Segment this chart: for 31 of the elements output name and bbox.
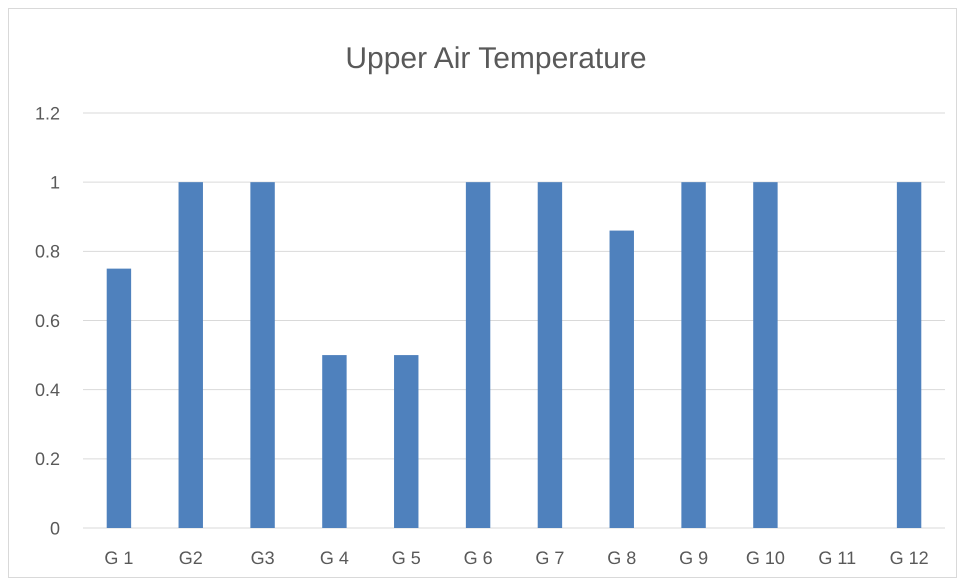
y-tick-label: 0.4 (34, 380, 60, 400)
bar (538, 182, 562, 528)
y-tick-label: 0.2 (34, 449, 60, 470)
chart-title: Upper Air Temperature (345, 42, 647, 75)
y-tick-label: 1 (50, 172, 60, 192)
x-tick-label: G 6 (464, 548, 493, 568)
y-tick-label: 0.6 (34, 310, 60, 331)
x-tick-label: G 11 (818, 548, 856, 568)
x-tick-label: G 4 (320, 548, 349, 568)
bar (322, 355, 347, 528)
bar (466, 182, 490, 528)
bar (178, 182, 203, 528)
bar (106, 268, 132, 528)
x-tick-label: G 8 (607, 548, 636, 568)
x-tick-label: G2 (178, 548, 203, 568)
y-tick-label: 0.8 (34, 242, 60, 262)
x-tick-label: G 7 (535, 548, 564, 568)
bar (896, 182, 922, 528)
y-tick-label: 0 (50, 518, 60, 538)
x-tick-label: G 12 (890, 548, 929, 568)
bar (394, 355, 418, 528)
x-tick-label: G3 (250, 548, 275, 568)
x-tick-label: G 10 (746, 548, 785, 568)
x-tick-label: G 5 (392, 548, 421, 568)
y-tick-label: 1.2 (34, 103, 60, 124)
x-tick-label: G 1 (104, 548, 134, 568)
bar (753, 182, 778, 528)
x-tick-label: G 9 (679, 548, 708, 568)
bar (610, 230, 634, 528)
bar (681, 182, 706, 528)
bar (250, 182, 275, 528)
